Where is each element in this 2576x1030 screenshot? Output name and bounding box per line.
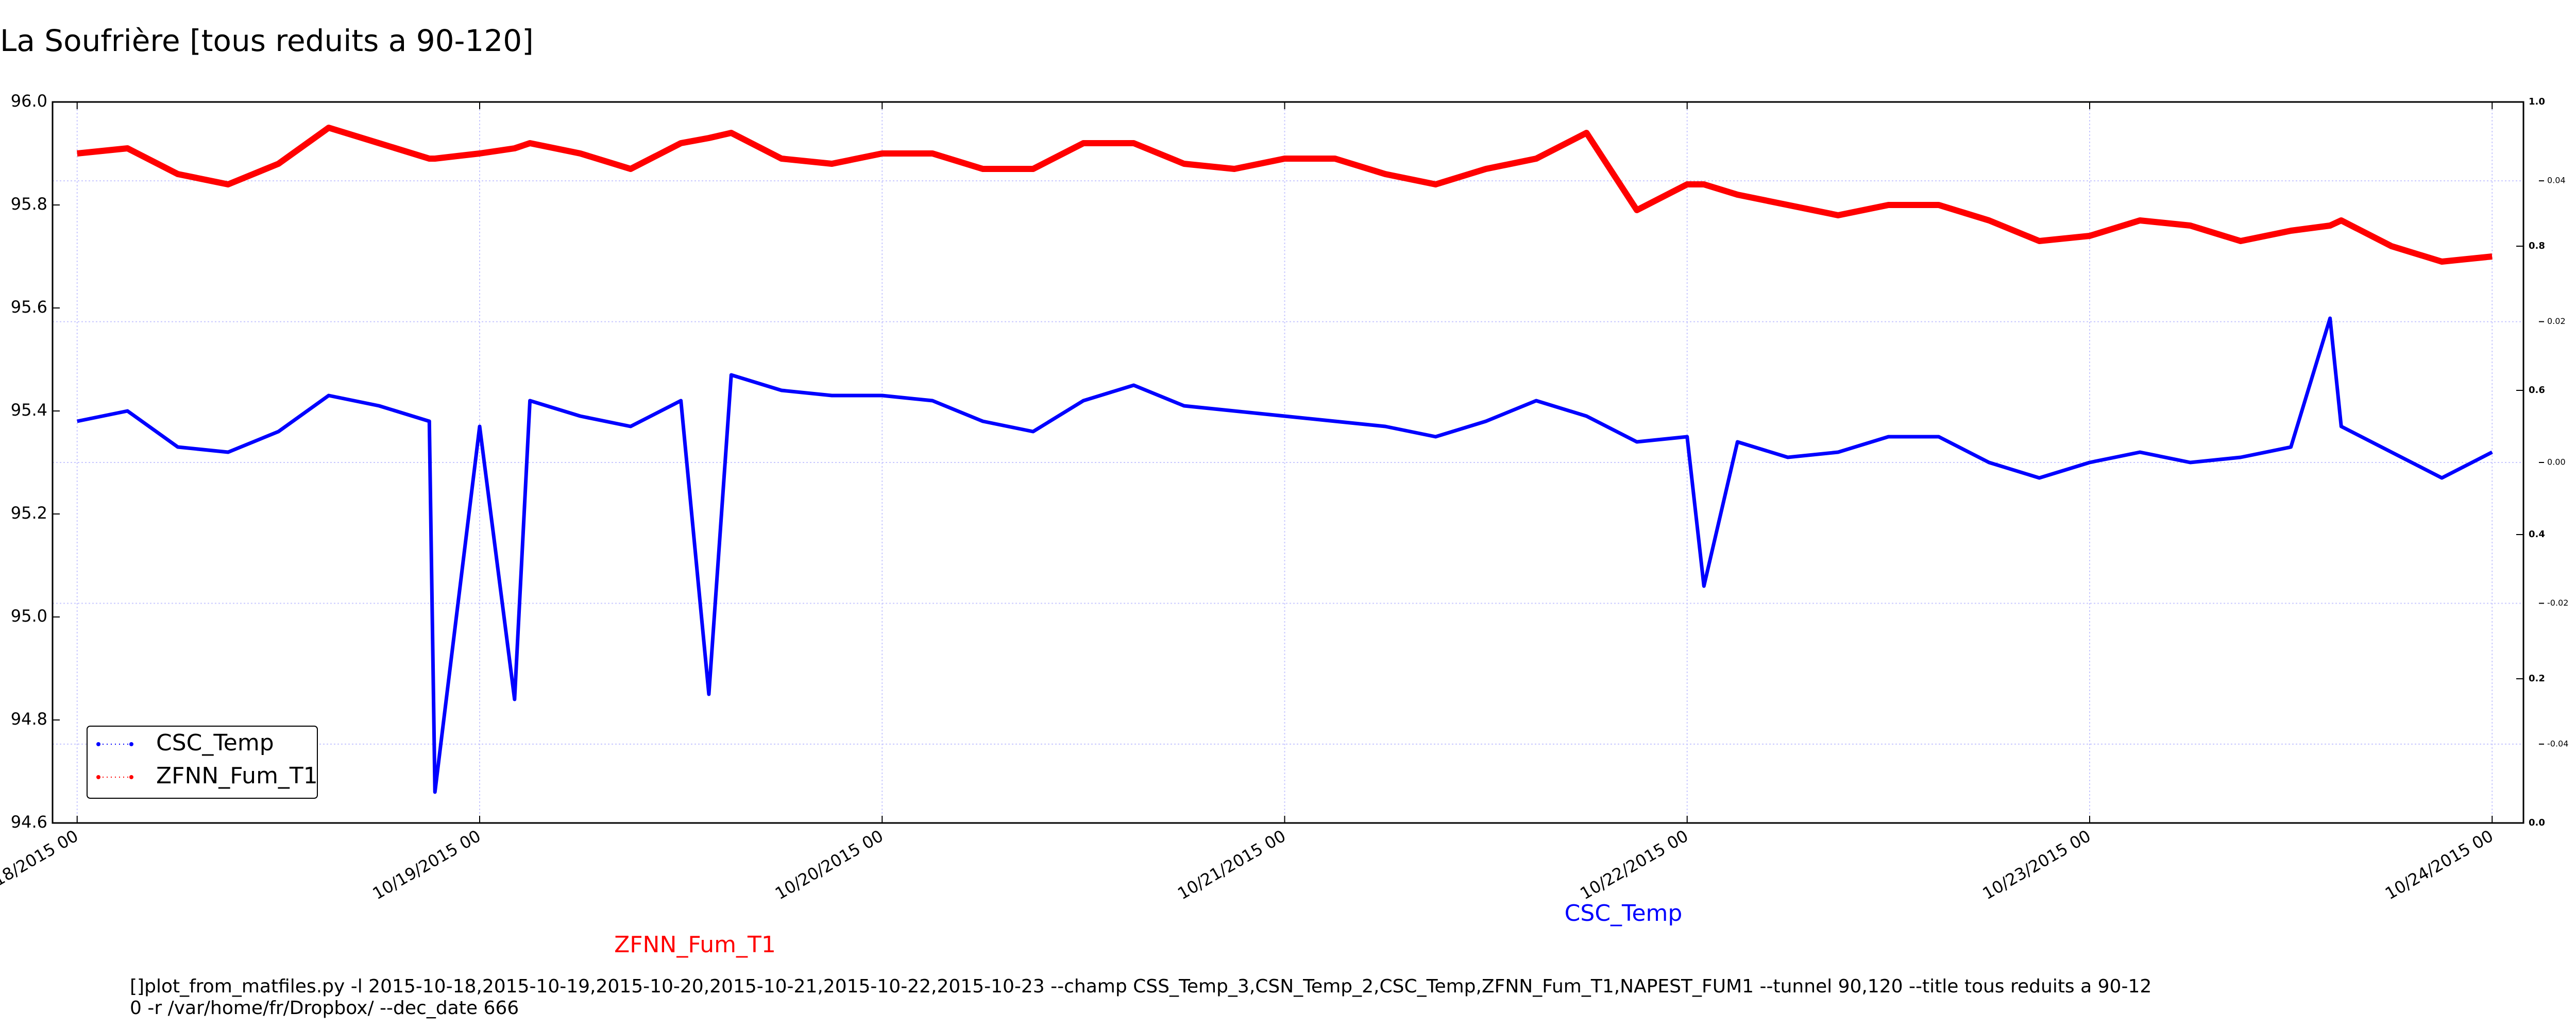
series-line (76, 316, 2493, 794)
y-tick-label: 94.6 (11, 812, 47, 832)
x-tick-label: 10/19/2015 00 (369, 826, 484, 904)
series-line (77, 125, 2493, 265)
footer-line: []plot_from_matfiles.py -l 2015-10-18,20… (130, 976, 2151, 997)
y3-tick-label: 0.00 (2547, 457, 2566, 467)
legend-label: CSC_Temp (156, 730, 274, 756)
x-tick-label: 10/21/2015 00 (1174, 826, 1289, 904)
plot-frame (52, 101, 2524, 824)
legend-marker (96, 775, 100, 779)
y3-tick-label: 0.04 (2547, 176, 2566, 185)
y-tick-label: 95.2 (11, 503, 47, 523)
x-tick-label: 10/20/2015 00 (772, 826, 887, 904)
legend-box (87, 726, 318, 799)
y2-tick-label: 0.6 (2529, 385, 2545, 396)
legend-marker (129, 775, 133, 779)
x-tick-label: 10/18/2015 00 (0, 826, 81, 904)
footer-line: 0 -r /var/home/fr/Dropbox/ --dec_date 66… (130, 998, 519, 1019)
y-tick-label: 95.0 (11, 606, 47, 626)
y-tick-label: 95.4 (11, 400, 47, 420)
y2-tick-label: 0.4 (2529, 529, 2545, 540)
legend-marker (96, 742, 100, 746)
annotation: ZFNN_Fum_T1 (614, 932, 776, 958)
y2-tick-label: 1.0 (2529, 96, 2545, 107)
y-tick-label: 96.0 (11, 91, 47, 111)
x-tick-label: 10/22/2015 00 (1577, 826, 1691, 904)
y3-tick-label: -0.04 (2547, 739, 2568, 748)
y3-tick-label: 0.02 (2547, 316, 2566, 326)
x-tick-label: 10/24/2015 00 (2382, 826, 2497, 904)
chart-title: La Soufrière [tous reduits a 90-120] (0, 23, 534, 58)
y-tick-label: 94.8 (11, 709, 47, 729)
y2-tick-label: 0.0 (2529, 817, 2545, 828)
y3-tick-label: -0.02 (2547, 598, 2568, 608)
y-tick-label: 95.6 (11, 297, 47, 317)
y2-tick-label: 0.8 (2529, 241, 2545, 251)
annotation: CSC_Temp (1565, 900, 1683, 926)
y-tick-label: 95.8 (11, 194, 47, 214)
x-tick-label: 10/23/2015 00 (1979, 826, 2094, 904)
y2-tick-label: 0.2 (2529, 673, 2545, 684)
legend-label: ZFNN_Fum_T1 (156, 763, 318, 789)
legend-marker (129, 742, 133, 746)
